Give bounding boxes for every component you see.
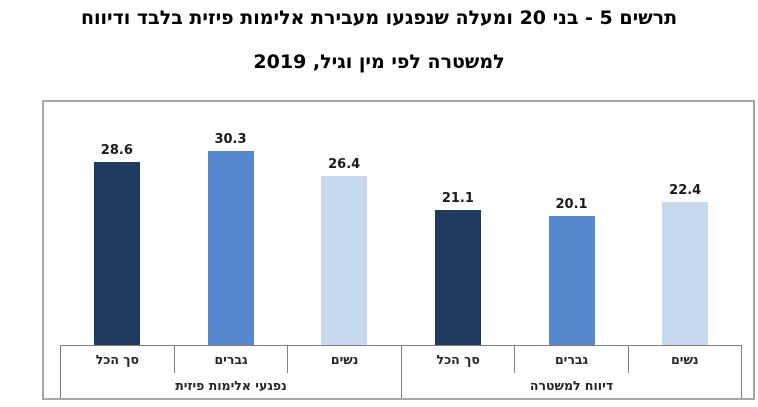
category-label-row: סך הכל גברים נשים <box>402 346 741 373</box>
bar-column-report-total: 21.1 <box>401 102 515 345</box>
axis-group-victims: סך הכל גברים נשים נפגעי אלימות פיזית <box>61 346 401 398</box>
bar-victims-women <box>321 176 368 345</box>
bar-report-men <box>548 216 595 345</box>
chart-plot-area: 28.6 30.3 26.4 21.1 20.1 22.4 סך הכל ג <box>42 100 755 400</box>
category-label-row: סך הכל גברים נשים <box>61 346 401 373</box>
category-label-victims-men: גברים <box>173 346 288 373</box>
bars-area: 28.6 30.3 26.4 21.1 20.1 22.4 <box>60 102 742 345</box>
chart-title-line-1: תרשים 5 - בני 20 ומעלה שנפגעו מעבירת אלי… <box>80 7 678 29</box>
bar-value-label: 30.3 <box>214 132 247 147</box>
bar-column-victims-women: 26.4 <box>287 102 401 345</box>
bar-column-report-men: 20.1 <box>515 102 629 345</box>
bar-report-total <box>434 210 481 345</box>
bar-value-label: 22.4 <box>669 183 702 198</box>
group-label-report: דיווח למשטרה <box>529 378 614 393</box>
bar-value-label: 28.6 <box>100 143 133 158</box>
bar-column-victims-total: 28.6 <box>60 102 174 345</box>
category-axis: סך הכל גברים נשים נפגעי אלימות פיזית סך … <box>60 345 742 398</box>
bar-victims-total <box>93 162 140 345</box>
group-label-victims: נפגעי אלימות פיזית <box>175 378 287 393</box>
bar-value-label: 26.4 <box>328 157 361 172</box>
axis-group-report: סך הכל גברים נשים דיווח למשטרה <box>401 346 741 398</box>
bar-column-victims-men: 30.3 <box>174 102 288 345</box>
bar-victims-men <box>207 151 254 345</box>
category-label-victims-women: נשים <box>287 346 401 373</box>
bar-report-women <box>662 202 709 345</box>
chart-title-line-2: למשטרה לפי מין וגיל, 2019 <box>253 51 505 73</box>
category-label-report-men: גברים <box>514 346 627 373</box>
bar-value-label: 20.1 <box>555 197 588 212</box>
bar-column-report-women: 22.4 <box>628 102 742 345</box>
category-label-victims-total: סך הכל <box>95 352 139 367</box>
category-label-report-women: נשים <box>627 346 741 373</box>
bar-value-label: 21.1 <box>441 191 474 206</box>
category-label-report-total: סך הכל <box>436 352 480 367</box>
